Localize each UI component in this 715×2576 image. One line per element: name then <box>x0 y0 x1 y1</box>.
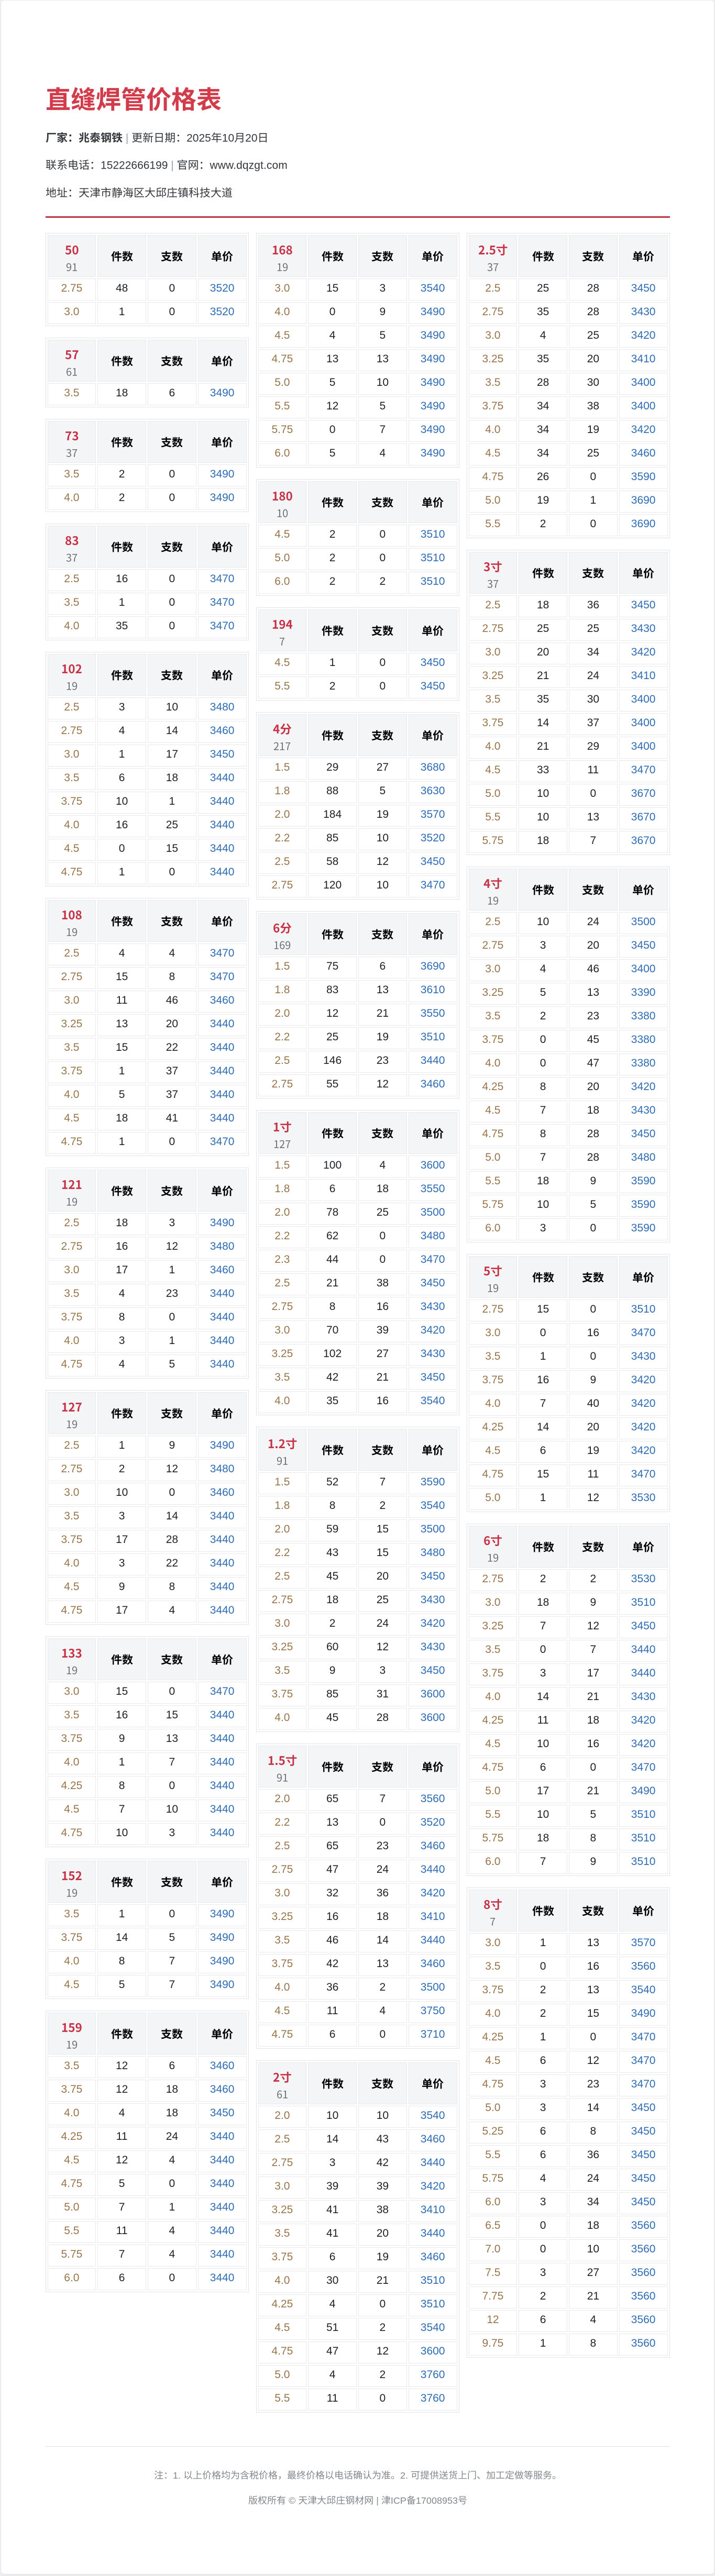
svg-text:17008953: 17008953 <box>415 2495 457 2506</box>
svg-text:ICP: ICP <box>390 2495 406 2506</box>
svg-text:|: | <box>125 132 128 144</box>
svg-text:1.: 1. <box>173 2470 181 2481</box>
svg-text:www.dqzgt.com: www.dqzgt.com <box>209 159 287 171</box>
svg-text:2.: 2. <box>400 2470 408 2481</box>
svg-text:2025: 2025 <box>186 132 211 144</box>
svg-text:|: | <box>376 2495 379 2506</box>
svg-text:|: | <box>171 159 173 171</box>
svg-text:15222666199: 15222666199 <box>101 159 168 171</box>
svg-text:©: © <box>288 2495 295 2506</box>
svg-text:10: 10 <box>222 132 234 144</box>
svg-text:20: 20 <box>245 132 257 144</box>
